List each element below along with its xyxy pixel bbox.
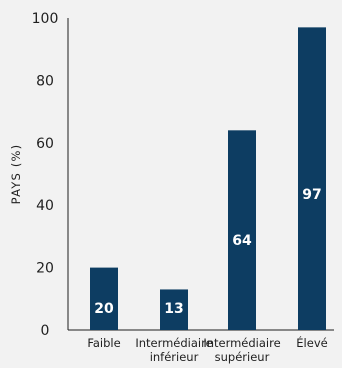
bar-data-label: 64 bbox=[232, 233, 252, 249]
x-category-label: Intermédiaire inférieur bbox=[135, 336, 212, 364]
y-tick-label: 60 bbox=[36, 136, 54, 152]
data-labels: 20 13 64 97 bbox=[94, 187, 321, 317]
bar bbox=[298, 27, 326, 331]
y-tick-label: 20 bbox=[36, 261, 54, 277]
x-category-label: Faible bbox=[87, 336, 120, 350]
y-tick-label: 0 bbox=[41, 323, 50, 339]
bar-data-label: 20 bbox=[94, 301, 114, 317]
bar bbox=[90, 267, 118, 330]
x-category-label-line: supérieur bbox=[215, 350, 270, 364]
y-tick-label: 100 bbox=[32, 11, 59, 27]
y-axis-title-group: PAYS (%) bbox=[9, 144, 23, 205]
x-category-label: Intermédiaire supérieur bbox=[203, 336, 280, 364]
y-tick-label: 40 bbox=[36, 198, 54, 214]
y-axis-title: PAYS (%) bbox=[9, 144, 23, 205]
x-category-label-line: Faible bbox=[87, 336, 120, 350]
bars bbox=[90, 27, 326, 331]
x-category-label-line: Élevé bbox=[296, 335, 327, 350]
x-category-label-line: inférieur bbox=[150, 350, 199, 364]
x-category-label-line: Intermédiaire bbox=[203, 336, 280, 350]
x-category-label: Élevé bbox=[296, 335, 327, 350]
bar-data-label: 97 bbox=[302, 187, 321, 203]
bar-data-label: 13 bbox=[164, 301, 183, 317]
y-tick-label: 80 bbox=[36, 73, 54, 89]
y-axis-ticks: 0 20 40 60 80 100 bbox=[32, 11, 59, 339]
x-axis-category-labels: Faible Intermédiaire inférieurIntermédiair… bbox=[87, 335, 327, 364]
bar bbox=[160, 289, 188, 330]
bar bbox=[228, 130, 256, 330]
x-category-label-line: Intermédiaire bbox=[135, 336, 212, 350]
